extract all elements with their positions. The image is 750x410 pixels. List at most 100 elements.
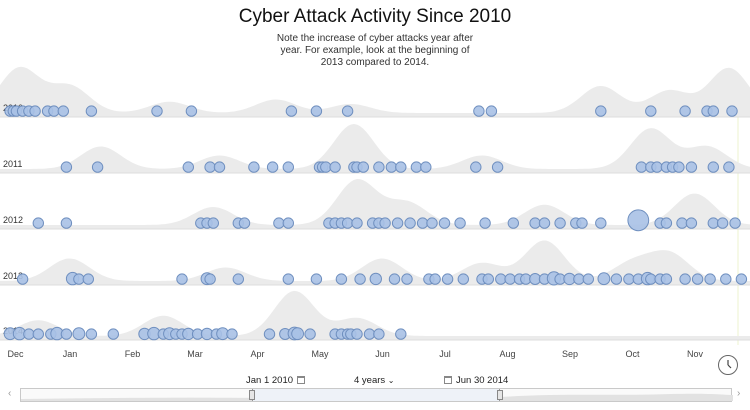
attack-bubble[interactable] [470, 161, 482, 173]
attack-bubble[interactable] [623, 273, 635, 285]
attack-bubble[interactable] [310, 105, 323, 117]
attack-bubble[interactable] [282, 161, 294, 173]
attack-bubble[interactable] [238, 217, 251, 229]
attack-bubble[interactable] [404, 217, 416, 229]
attack-bubble[interactable] [595, 105, 607, 117]
attack-bubble[interactable] [207, 217, 220, 229]
attack-bubble[interactable] [645, 105, 657, 117]
attack-bubble[interactable] [723, 161, 735, 173]
attack-bubble[interactable] [735, 273, 748, 285]
chevron-left-icon[interactable]: ‹ [8, 388, 12, 399]
attack-bubble[interactable] [282, 273, 294, 285]
attack-bubble[interactable] [479, 217, 491, 229]
attack-bubble[interactable] [385, 161, 398, 173]
attack-bubble[interactable] [429, 273, 441, 285]
attack-bubble[interactable] [627, 209, 650, 232]
timeline-start-handle[interactable] [249, 390, 255, 400]
attack-bubble[interactable] [82, 273, 95, 285]
attack-bubble[interactable] [85, 105, 98, 117]
attack-bubble[interactable] [454, 217, 466, 229]
attack-bubble[interactable] [707, 161, 719, 173]
attack-bubble[interactable] [651, 161, 663, 173]
attack-bubble[interactable] [351, 217, 363, 229]
attack-bubble[interactable] [426, 217, 438, 229]
attack-bubble[interactable] [507, 217, 519, 229]
timeline-scrubber[interactable] [20, 388, 733, 402]
attack-bubble[interactable] [226, 328, 238, 340]
attack-bubble[interactable] [107, 328, 120, 340]
attack-bubble[interactable] [304, 328, 316, 340]
attack-bubble[interactable] [554, 217, 566, 229]
chevron-right-icon[interactable]: › [737, 388, 741, 399]
attack-bubble[interactable] [16, 273, 29, 285]
attack-bubble[interactable] [379, 217, 391, 229]
attack-bubble[interactable] [707, 105, 719, 117]
attack-bubble[interactable] [576, 217, 588, 229]
attack-bubble[interactable] [213, 161, 226, 173]
attack-bubble[interactable] [401, 273, 413, 285]
attack-bubble[interactable] [373, 328, 385, 340]
attack-bubble[interactable] [335, 273, 348, 285]
end-date-picker[interactable]: Jun 30 2014 [444, 375, 508, 386]
attack-bubble[interactable] [691, 273, 704, 285]
attack-bubble[interactable] [716, 217, 729, 229]
attack-bubble[interactable] [151, 105, 163, 117]
clock-icon[interactable] [718, 355, 738, 375]
attack-bubble[interactable] [720, 273, 732, 285]
attack-bubble[interactable] [73, 273, 85, 285]
attack-bubble[interactable] [341, 217, 354, 229]
attack-bubble[interactable] [282, 217, 294, 229]
attack-bubble[interactable] [679, 105, 691, 117]
attack-bubble[interactable] [685, 217, 698, 229]
attack-bubble[interactable] [395, 328, 407, 340]
attack-bubble[interactable] [329, 161, 341, 173]
attack-bubble[interactable] [60, 217, 73, 229]
timeline-selection-window[interactable] [249, 389, 503, 401]
attack-bubble[interactable] [595, 217, 607, 229]
attack-bubble[interactable] [676, 217, 688, 229]
attack-bubble[interactable] [23, 328, 35, 340]
attack-bubble[interactable] [679, 273, 691, 285]
attack-bubble[interactable] [91, 161, 104, 173]
attack-bubble[interactable] [204, 161, 216, 173]
attack-bubble[interactable] [32, 328, 44, 340]
attack-bubble[interactable] [310, 273, 323, 285]
attack-bubble[interactable] [416, 217, 429, 229]
attack-bubble[interactable] [351, 328, 363, 340]
attack-bubble[interactable] [248, 161, 260, 173]
attack-bubble[interactable] [660, 273, 673, 285]
attack-bubble[interactable] [266, 161, 279, 173]
attack-bubble[interactable] [441, 273, 454, 285]
timeline-end-handle[interactable] [497, 390, 503, 400]
attack-bubble[interactable] [48, 105, 60, 117]
attack-bubble[interactable] [610, 273, 623, 285]
attack-bubble[interactable] [410, 161, 423, 173]
attack-bubble[interactable] [573, 273, 585, 285]
attack-bubble[interactable] [673, 161, 685, 173]
attack-bubble[interactable] [263, 328, 276, 340]
attack-bubble[interactable] [57, 105, 69, 117]
attack-bubble[interactable] [60, 328, 73, 340]
attack-bubble[interactable] [357, 161, 369, 173]
attack-bubble[interactable] [685, 161, 698, 173]
attack-bubble[interactable] [729, 217, 741, 229]
attack-bubble[interactable] [660, 217, 673, 229]
attack-bubble[interactable] [538, 217, 551, 229]
start-date-picker[interactable]: Jan 1 2010 [246, 375, 306, 386]
attack-bubble[interactable] [72, 327, 86, 341]
attack-bubble[interactable] [291, 327, 305, 341]
attack-bubble[interactable] [485, 105, 498, 117]
attack-bubble[interactable] [473, 105, 485, 117]
attack-bubble[interactable] [373, 161, 385, 173]
attack-bubble[interactable] [597, 272, 611, 286]
attack-bubble[interactable] [341, 105, 354, 117]
attack-bubble[interactable] [438, 217, 451, 229]
attack-bubble[interactable] [704, 273, 716, 285]
attack-bubble[interactable] [273, 217, 285, 229]
attack-bubble[interactable] [176, 273, 188, 285]
attack-bubble[interactable] [32, 217, 44, 229]
attack-bubble[interactable] [182, 161, 195, 173]
attack-bubble[interactable] [391, 217, 404, 229]
attack-bubble[interactable] [420, 161, 432, 173]
attack-bubble[interactable] [185, 105, 198, 117]
